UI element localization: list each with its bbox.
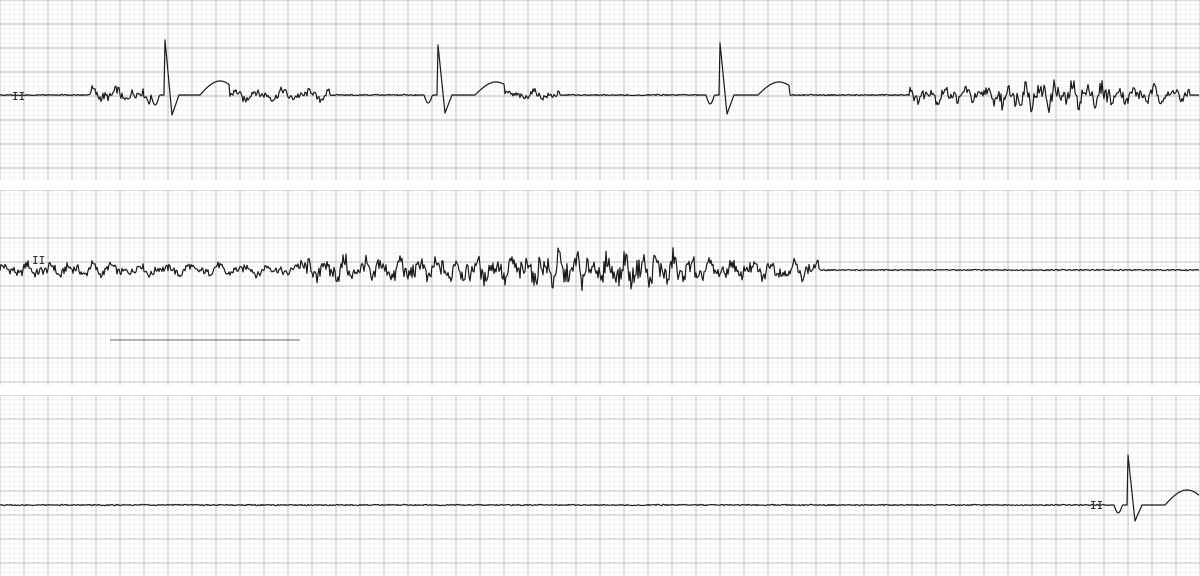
ecg-strip-svg: [0, 0, 1200, 180]
ecg-figure: II II II: [0, 0, 1200, 576]
lead-label: II: [1090, 499, 1103, 512]
lead-label: II: [32, 254, 45, 267]
lead-label: II: [12, 90, 25, 103]
ecg-strip-3: II: [0, 395, 1200, 576]
ecg-strip-svg: [0, 190, 1200, 385]
ecg-strip-1: II: [0, 0, 1200, 180]
ecg-strip-2: II: [0, 190, 1200, 385]
ecg-strip-svg: [0, 395, 1200, 576]
